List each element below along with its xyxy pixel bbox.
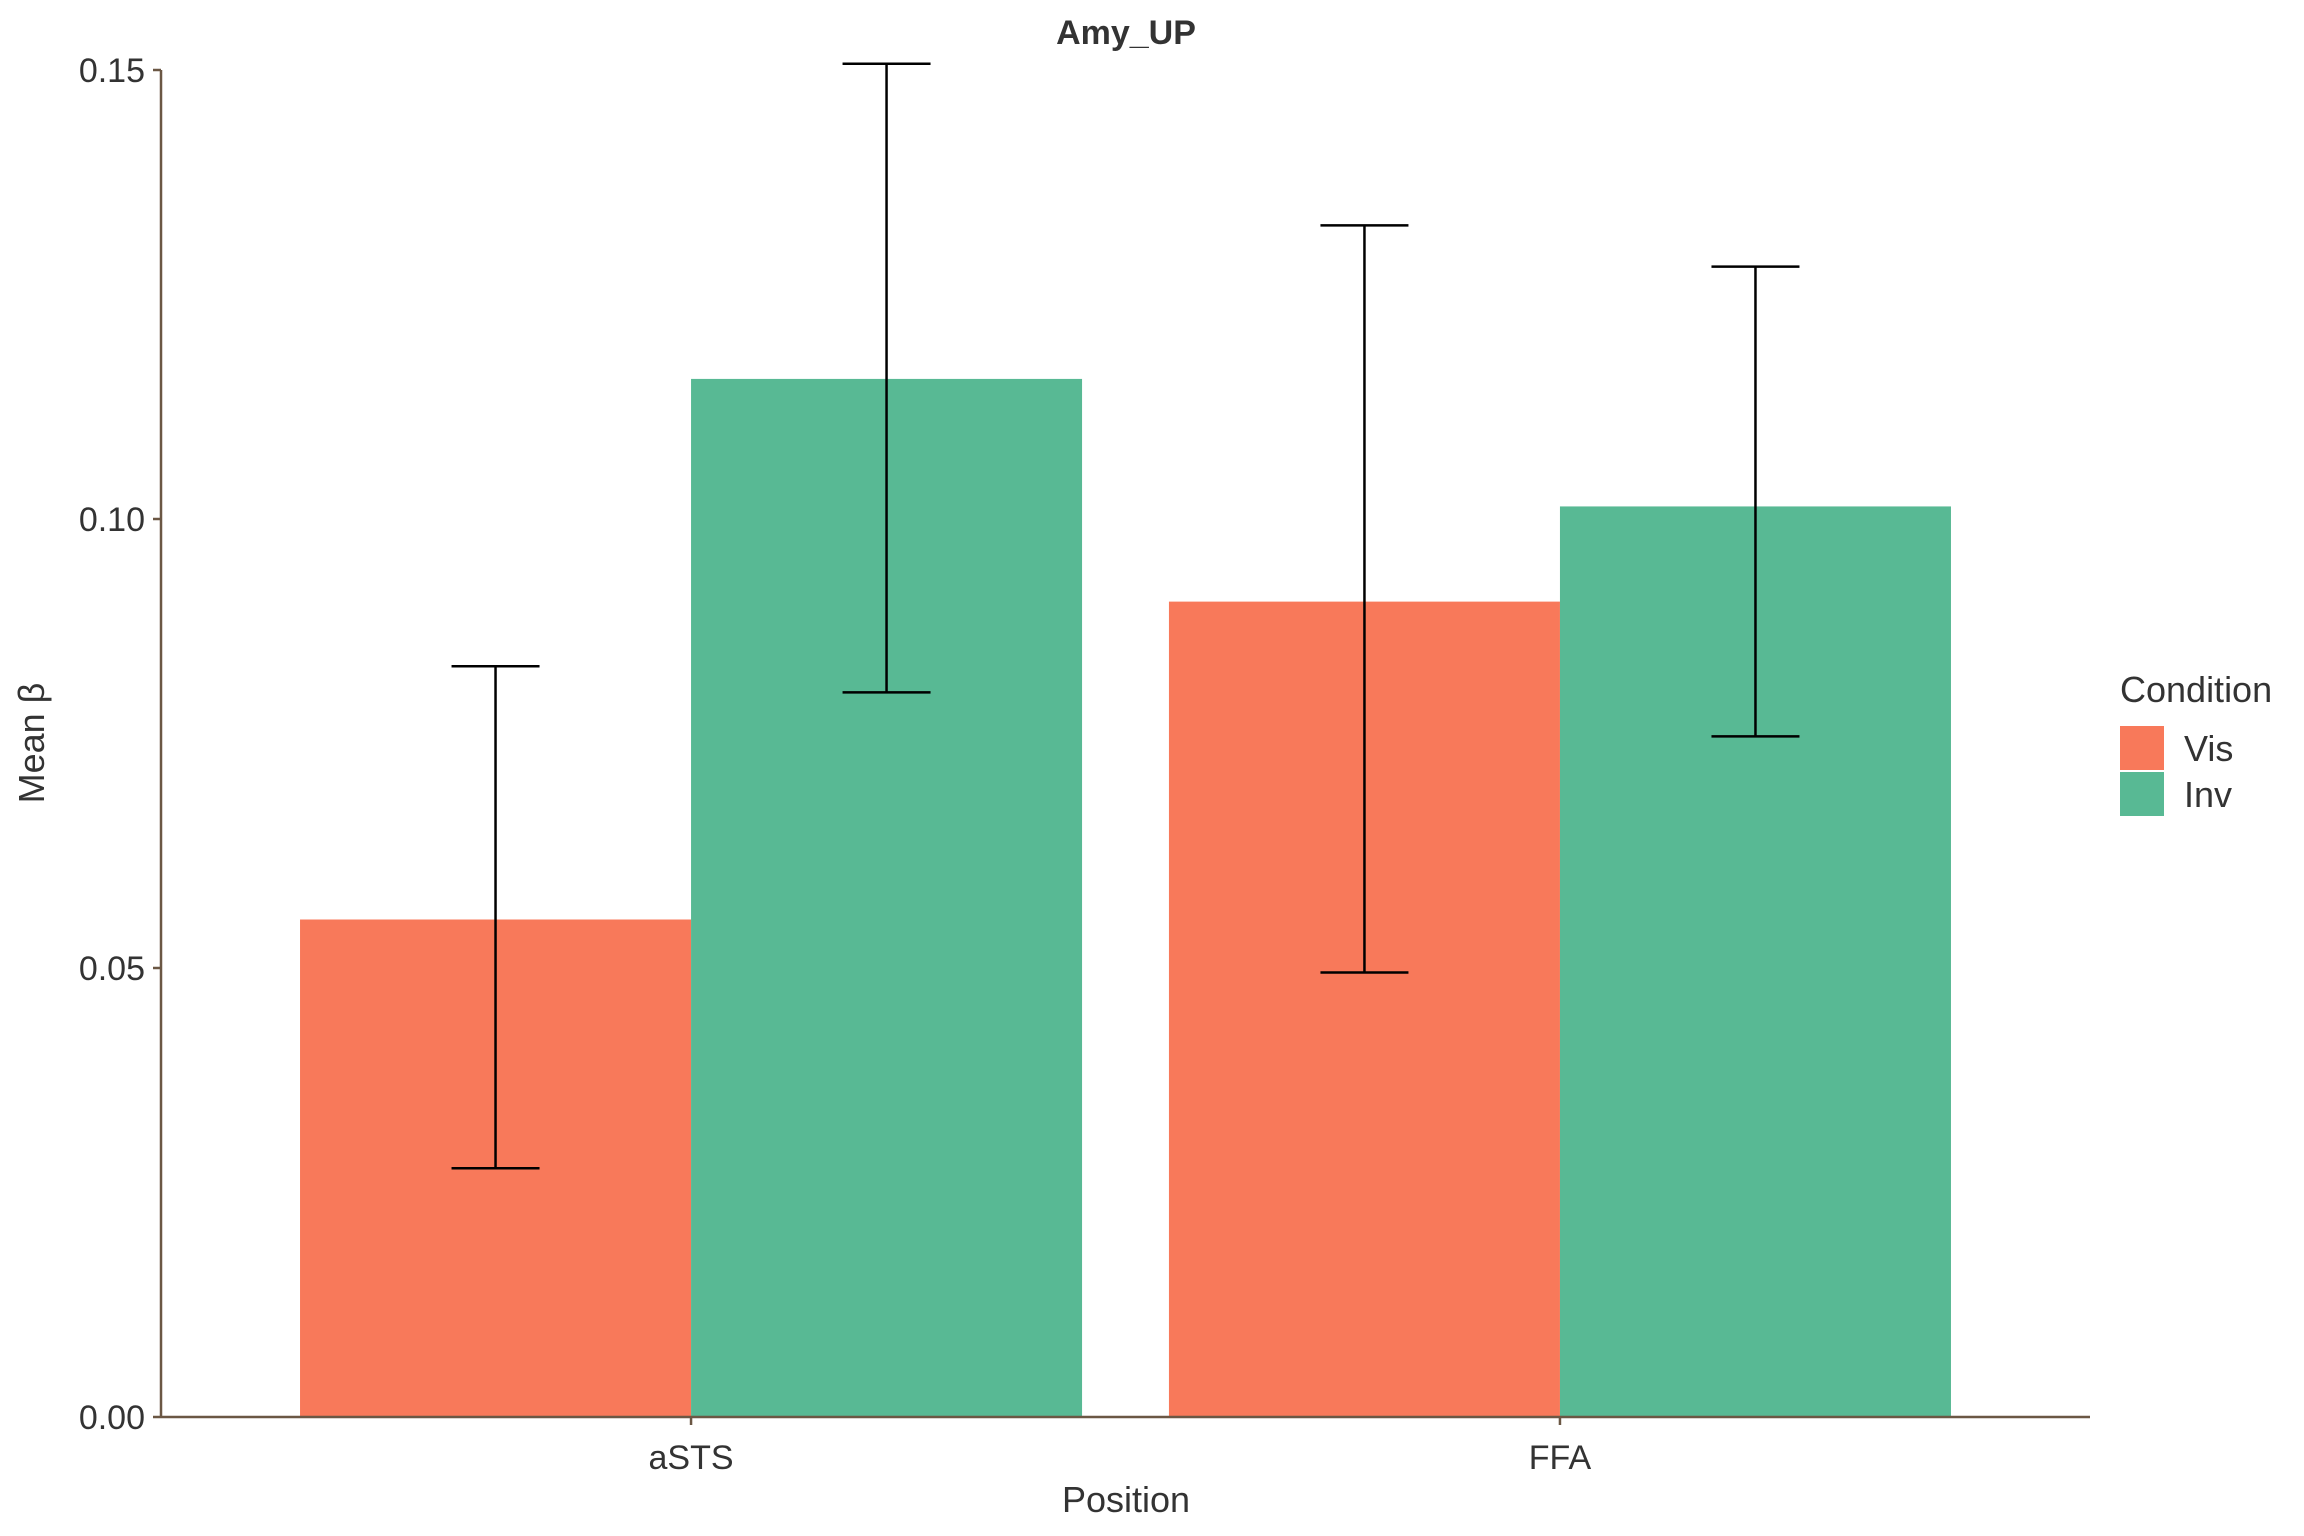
legend: Condition Vis Inv: [2120, 669, 2272, 816]
legend-title: Condition: [2120, 669, 2272, 710]
y-axis-title: Mean β: [11, 683, 52, 804]
y-tick-label: 0.10: [79, 501, 145, 539]
bars-layer: [300, 378, 1951, 1418]
legend-label-vis: Vis: [2184, 728, 2233, 769]
y-tick-label: 0.00: [79, 1399, 145, 1437]
legend-swatch-vis: [2120, 726, 2164, 770]
x-tick-label: aSTS: [649, 1439, 734, 1477]
x-axis-title: Position: [1062, 1479, 1190, 1520]
legend-swatch-inv: [2120, 772, 2164, 816]
y-ticks-layer: 0.00 0.05 0.10 0.15: [79, 52, 161, 1437]
x-ticks-layer: aSTS FFA: [649, 1417, 1592, 1477]
error-bars-layer: [451, 62, 1800, 1170]
x-tick-label: FFA: [1529, 1439, 1592, 1477]
legend-items: Vis Inv: [2120, 726, 2233, 816]
y-tick-label: 0.15: [79, 52, 145, 90]
y-tick-label: 0.05: [79, 950, 145, 988]
legend-label-inv: Inv: [2184, 774, 2232, 815]
chart-title: Amy_UP: [1056, 14, 1196, 52]
